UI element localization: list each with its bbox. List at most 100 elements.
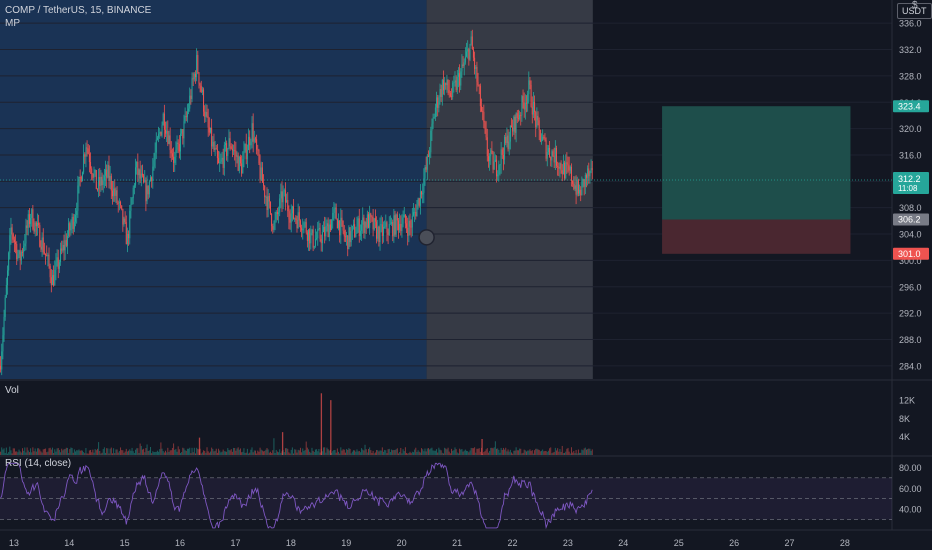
candle-body (319, 227, 321, 239)
price-tick-label: 284.0 (899, 361, 922, 371)
candle-body (417, 198, 419, 205)
candle-body (242, 159, 244, 174)
volume-bar (246, 448, 248, 455)
candle-body (325, 225, 327, 237)
rsi-pane-label[interactable]: RSI (14, close) (5, 458, 72, 469)
volume-bar (380, 450, 382, 455)
volume-pane-label[interactable]: Vol (5, 385, 19, 396)
dollar-sign-icon[interactable]: $ (912, 0, 918, 11)
candle-body (579, 189, 581, 194)
price-tick-label: 320.0 (899, 124, 922, 134)
volume-bar (304, 449, 306, 455)
candle-body (354, 224, 356, 237)
candle-body (542, 136, 544, 141)
candle-body (362, 217, 364, 225)
volume-bar (227, 448, 229, 455)
volume-bar (234, 447, 236, 455)
candle-body (28, 214, 30, 224)
candle-body (3, 316, 5, 336)
candle-body (5, 285, 7, 298)
candle-body (248, 136, 250, 151)
volume-bar (3, 448, 5, 455)
volume-bar (114, 453, 116, 455)
volume-bar (80, 450, 82, 455)
candle-body (442, 80, 444, 91)
volume-bar (221, 451, 223, 455)
candle-body (207, 116, 209, 128)
volume-bar (287, 448, 289, 455)
volume-bar (252, 452, 254, 455)
volume-bar (346, 448, 348, 455)
time-tick-label: 18 (286, 538, 296, 548)
volume-bar (494, 441, 496, 455)
candle-body (108, 164, 110, 181)
candle-body (409, 220, 411, 227)
volume-bar (484, 451, 486, 455)
candle-body (490, 150, 492, 157)
volume-bar (86, 453, 88, 455)
volume-bar (28, 452, 30, 455)
volume-bar (124, 451, 126, 455)
volume-bar (18, 449, 20, 455)
candle-body (83, 154, 85, 173)
volume-bar (313, 451, 315, 455)
candle-body (20, 251, 22, 261)
symbol-title[interactable]: COMP / TetherUS, 15, BINANCE (5, 5, 152, 16)
volume-bar (289, 453, 291, 455)
volume-bar (339, 453, 341, 455)
volume-bar (21, 448, 23, 455)
candle-body (394, 215, 396, 235)
candle-body (79, 177, 81, 178)
candle-body (289, 219, 291, 223)
price-tick-label: 332.0 (899, 45, 922, 55)
candle-body (231, 148, 233, 151)
time-tick-label: 20 (397, 538, 407, 548)
volume-bar (404, 447, 406, 455)
candle-body (456, 76, 458, 90)
indicator-label-mp[interactable]: MP (5, 18, 20, 29)
candle-body (557, 165, 559, 167)
volume-bar (498, 449, 500, 455)
candle-body (65, 240, 67, 246)
candle-body (167, 130, 169, 144)
volume-bar (493, 447, 495, 455)
candle-body (188, 108, 190, 112)
candle-body (85, 147, 87, 157)
candle-body (318, 227, 320, 230)
volume-bar (211, 447, 213, 455)
candle-body (588, 168, 590, 177)
volume-bar (535, 448, 537, 455)
candle-body (165, 129, 167, 134)
candle-body (547, 147, 549, 152)
candle-body (478, 85, 480, 87)
candle-body (27, 214, 29, 228)
volume-bar (72, 452, 74, 455)
candle-body (55, 262, 57, 270)
candle-body (460, 71, 462, 86)
candle-body (272, 226, 274, 230)
currency-badge[interactable]: USDT (897, 3, 932, 19)
volume-bar (582, 450, 584, 455)
candle-body (266, 196, 268, 210)
volume-bar (325, 452, 327, 455)
candle-body (49, 265, 51, 278)
candle-body (415, 211, 417, 217)
target-price-label-bg (893, 100, 929, 113)
candle-body (400, 223, 402, 232)
stop-price-label-bg (893, 247, 929, 260)
candle-body (418, 198, 420, 206)
candle-body (393, 215, 395, 237)
candle-body (249, 136, 251, 146)
candle-body (587, 168, 589, 178)
candle-body (137, 161, 139, 176)
candle-body (159, 132, 161, 134)
volume-bar (278, 452, 280, 455)
volume-bar (417, 450, 419, 455)
candle-body (526, 102, 528, 104)
volume-bar (384, 449, 386, 455)
volume-bar (254, 450, 256, 455)
volume-bar (527, 450, 529, 455)
volume-bar (100, 453, 102, 455)
candle-body (136, 161, 138, 168)
